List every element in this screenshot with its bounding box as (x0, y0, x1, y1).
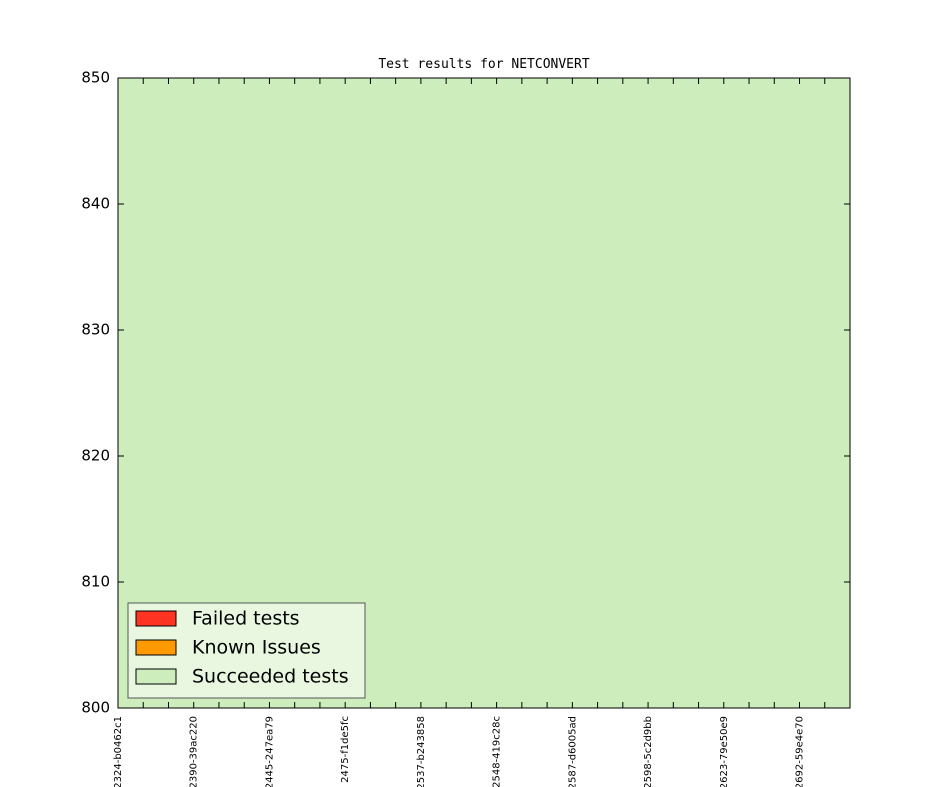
x-tick-label: 2324-b0462c1 (113, 716, 124, 787)
legend-label: Succeeded tests (192, 666, 349, 688)
y-tick-label: 850 (81, 69, 110, 87)
x-tick-label: 2623-79e50e9 (719, 716, 730, 787)
y-tick-label: 830 (81, 321, 110, 339)
legend-swatch (135, 610, 177, 627)
x-tick-label: 2475-f1de5fc (340, 716, 351, 783)
x-tick-label: 2390-39ac220 (189, 716, 200, 787)
area (118, 78, 850, 708)
y-tick-label: 800 (81, 699, 110, 717)
legend-swatch (135, 639, 177, 656)
x-tick-label: 2692-59e4e70 (795, 716, 806, 787)
y-tick-label: 840 (81, 195, 110, 213)
y-tick-label: 820 (81, 447, 110, 465)
x-tick-label: 2445-247ea79 (264, 716, 275, 787)
legend-label: Known Issues (192, 637, 321, 659)
x-tick-label: 2548-419c28c (492, 716, 503, 787)
plot-area (118, 78, 850, 708)
y-tick-label: 810 (81, 573, 110, 591)
x-tick-label: 2598-5c2d9bb (643, 716, 654, 787)
legend-swatch (135, 668, 177, 685)
x-tick-label: 2587-d6005ad (567, 716, 578, 787)
chart-title: Test results for NETCONVERT (378, 57, 589, 72)
plot-frame (117, 77, 851, 709)
legend-label: Failed tests (192, 608, 300, 630)
x-tick-label: 2537-b243858 (416, 716, 427, 787)
